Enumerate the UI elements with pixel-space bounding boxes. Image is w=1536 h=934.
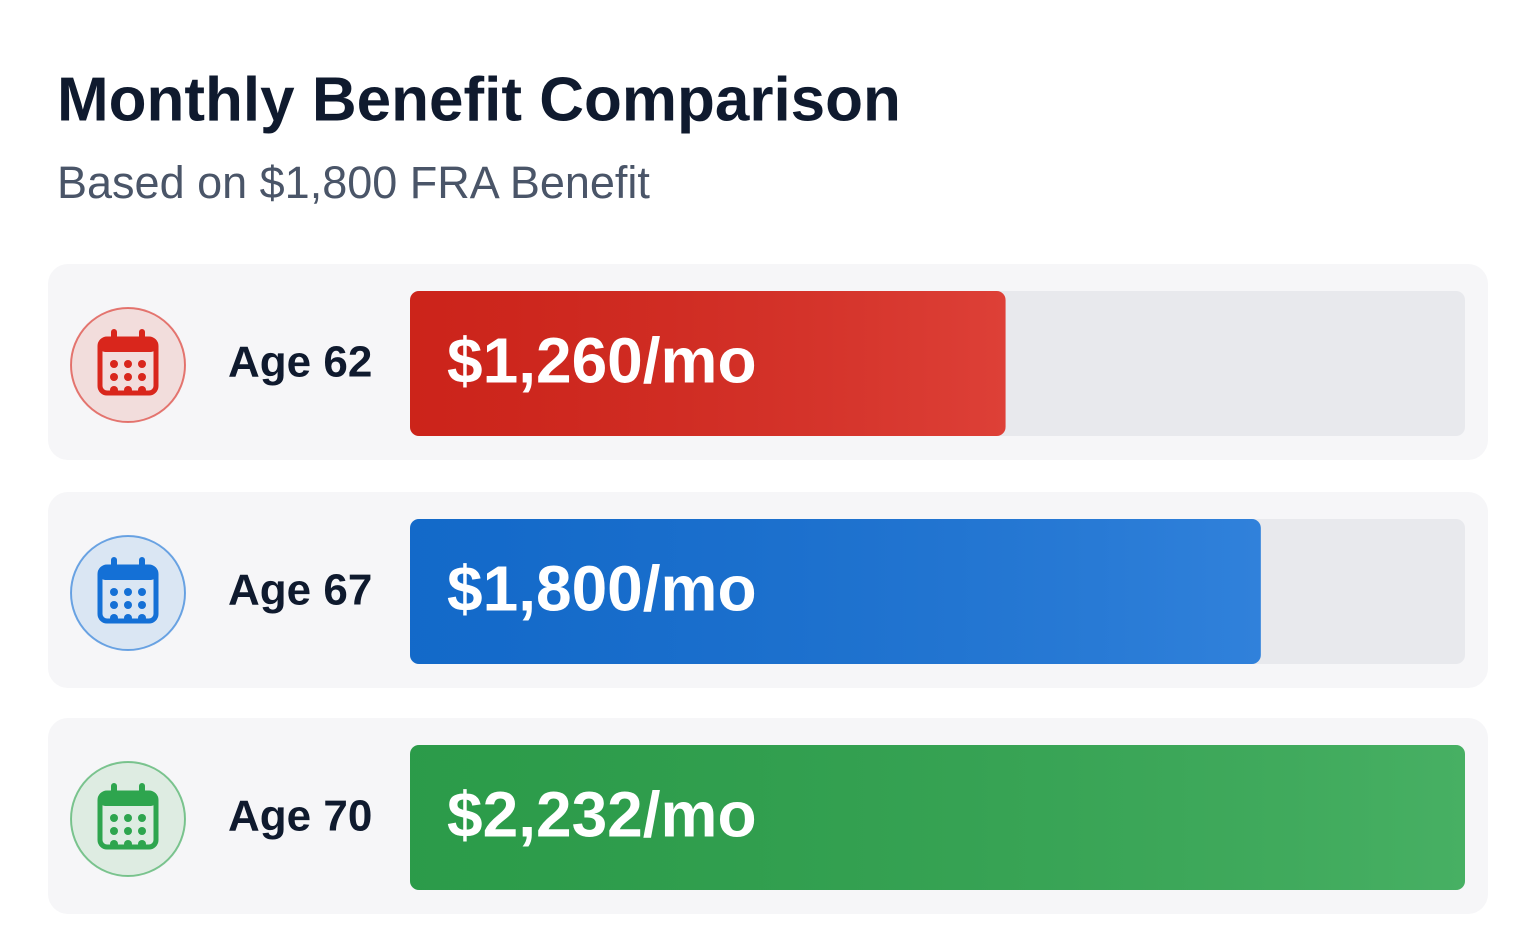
value-label: $1,800/mo: [447, 552, 757, 624]
calendar-dot: [138, 588, 146, 596]
calendar-dot: [124, 386, 132, 394]
bar-sheen: [410, 745, 1465, 890]
calendar-header: [100, 793, 156, 806]
calendar-dot: [124, 827, 132, 835]
calendar-dot: [138, 601, 146, 609]
calendar-ring: [111, 557, 117, 572]
calendar-dot: [138, 386, 146, 394]
calendar-dot: [124, 601, 132, 609]
bar-sheen: [410, 519, 1261, 664]
calendar-ring: [111, 783, 117, 798]
calendar-dot: [110, 386, 118, 394]
calendar-dot: [124, 360, 132, 368]
calendar-dot: [124, 588, 132, 596]
chart-subtitle: Based on $1,800 FRA Benefit: [57, 157, 650, 208]
calendar-dot: [110, 360, 118, 368]
calendar-dot: [138, 373, 146, 381]
calendar-dot: [110, 840, 118, 848]
calendar-dot: [110, 827, 118, 835]
calendar-dot: [124, 614, 132, 622]
calendar-header: [100, 339, 156, 352]
calendar-dot: [138, 614, 146, 622]
calendar-dot: [124, 373, 132, 381]
calendar-dot: [110, 588, 118, 596]
calendar-dot: [124, 814, 132, 822]
calendar-ring: [111, 329, 117, 344]
category-label: Age 62: [228, 338, 372, 387]
calendar-dot: [138, 814, 146, 822]
calendar-dot: [138, 827, 146, 835]
category-label: Age 67: [228, 566, 372, 615]
calendar-dot: [110, 614, 118, 622]
calendar-header: [100, 567, 156, 580]
value-label: $1,260/mo: [447, 324, 757, 396]
calendar-dot: [110, 373, 118, 381]
calendar-ring: [139, 329, 145, 344]
calendar-dot: [110, 814, 118, 822]
category-label: Age 70: [228, 792, 372, 841]
calendar-ring: [139, 783, 145, 798]
calendar-dot: [124, 840, 132, 848]
value-label: $2,232/mo: [447, 778, 757, 850]
calendar-dot: [110, 601, 118, 609]
chart-title: Monthly Benefit Comparison: [57, 65, 901, 134]
calendar-dot: [138, 360, 146, 368]
calendar-dot: [138, 840, 146, 848]
bar-sheen: [410, 291, 1006, 436]
calendar-ring: [139, 557, 145, 572]
